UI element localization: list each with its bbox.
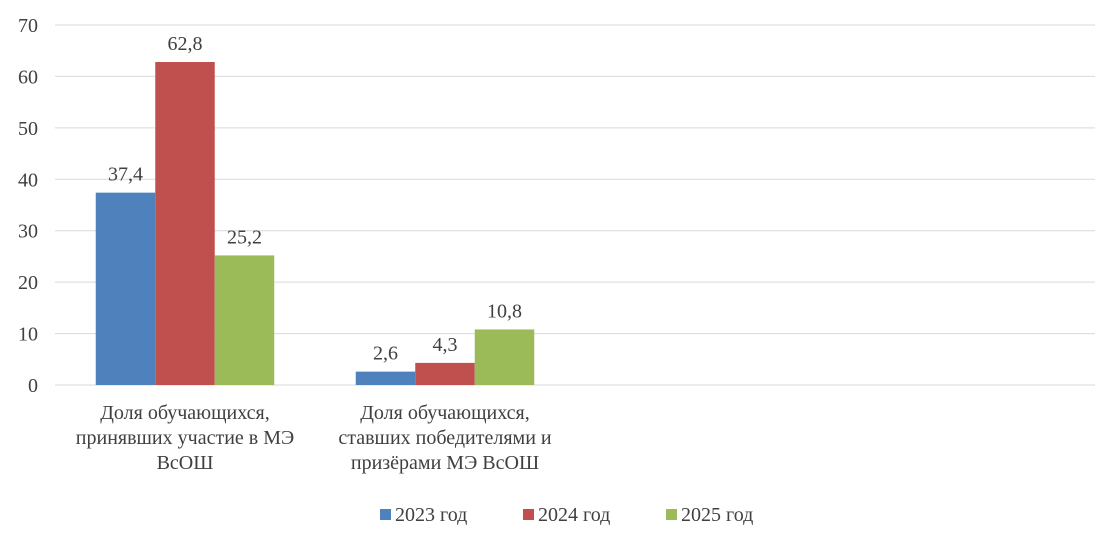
legend-entry: 2023 год <box>395 504 467 526</box>
y-tick-label: 10 <box>18 324 38 346</box>
y-tick-label: 50 <box>18 118 38 140</box>
category-label: Доля обучающихся, <box>360 402 529 424</box>
legend-swatch <box>380 509 391 520</box>
legend-swatch <box>666 509 677 520</box>
legend-entry: 2025 год <box>681 504 753 526</box>
y-tick-label: 60 <box>18 66 38 88</box>
bar <box>214 255 275 385</box>
data-label: 4,3 <box>433 334 458 356</box>
data-label: 10,8 <box>487 300 522 322</box>
bar <box>415 362 475 385</box>
bar <box>474 329 535 385</box>
y-tick-label: 30 <box>18 221 38 243</box>
category-label: принявших участие в МЭ <box>76 427 294 449</box>
bars <box>95 62 535 386</box>
y-tick-label: 70 <box>18 15 38 37</box>
y-axis-ticks: 0 10 20 30 40 50 60 70 <box>18 15 38 397</box>
data-label: 25,2 <box>227 226 262 248</box>
bar <box>155 62 215 386</box>
y-tick-label: 20 <box>18 272 38 294</box>
legend-entry: 2024 год <box>538 504 610 526</box>
y-tick-label: 40 <box>18 169 38 191</box>
legend: 2023 год 2024 год 2025 год <box>380 504 753 526</box>
category-label: призёрами МЭ ВсОШ <box>351 452 539 474</box>
data-label: 2,6 <box>373 343 398 365</box>
data-label: 37,4 <box>108 164 143 186</box>
category-label: Доля обучающихся, <box>100 402 269 424</box>
category-label: ВсОШ <box>157 452 214 474</box>
data-label: 62,8 <box>168 33 203 55</box>
data-labels: 37,4 62,8 25,2 2,6 4,3 10,8 <box>108 33 522 365</box>
legend-swatch <box>523 509 534 520</box>
bar <box>355 371 416 385</box>
category-labels: Доля обучающихся, принявших участие в МЭ В… <box>76 402 552 474</box>
bar <box>95 192 156 385</box>
y-tick-label: 0 <box>28 375 38 397</box>
category-label: ставших победителями и <box>338 427 552 449</box>
